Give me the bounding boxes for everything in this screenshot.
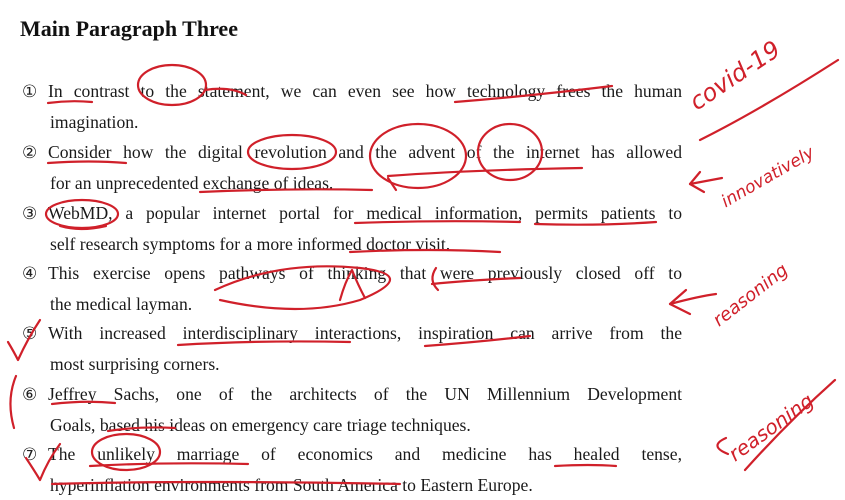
paragraph-line: Goals, based his ideas on emergency care… — [50, 415, 471, 435]
paragraph-line: the medical layman. — [50, 294, 193, 314]
paragraph-number: ④ — [22, 264, 38, 284]
annotation-covid: covid-19 — [684, 35, 786, 116]
paragraph-line: for an unprecedented exchange of ideas. — [50, 173, 334, 193]
paragraph-line: hyperinflation environments from South A… — [50, 475, 533, 495]
ink-bracket — [9, 374, 18, 430]
paragraph-line: In contrast to the statement, we can eve… — [48, 81, 682, 101]
paragraph-number: ⑦ — [22, 445, 38, 465]
annotation-reasoning: reasoning — [723, 388, 819, 466]
paragraph-number: ① — [22, 82, 38, 102]
paragraph-4: ④ This exercise opens pathways of thinkin… — [22, 258, 682, 319]
paragraph-line: most surprising corners. — [50, 354, 220, 374]
paragraph-line: The unlikely marriage of economics and m… — [48, 444, 682, 464]
ink-arrow — [688, 176, 724, 186]
paragraph-7: ⑦ The unlikely marriage of economics and … — [22, 439, 682, 500]
paragraph-6: ⑥ Jeffrey Sachs, one of the architects of… — [22, 379, 682, 440]
paragraph-number: ⑥ — [22, 385, 38, 405]
annotation-reasoning: reasoning — [709, 259, 793, 331]
paragraph-1: ① In contrast to the statement, we can ev… — [22, 76, 682, 137]
paragraph-2: ② Consider how the digital revolution and… — [22, 137, 682, 198]
paragraph-line: Jeffrey Sachs, one of the architects of … — [48, 384, 682, 404]
paragraph-number: ⑤ — [22, 324, 38, 344]
page-title: Main Paragraph Three — [20, 16, 238, 41]
paragraph-5: ⑤ With increased interdisciplinary intera… — [22, 318, 682, 379]
paragraph-line: WebMD, a popular internet portal for med… — [48, 203, 682, 223]
ink-arrow — [688, 170, 706, 194]
paragraph-line: imagination. — [50, 112, 139, 132]
paragraph-line: self research symptoms for a more inform… — [50, 234, 451, 254]
paragraph-line: With increased interdisciplinary interac… — [48, 323, 682, 343]
paragraph-number: ② — [22, 143, 38, 163]
paragraph-3: ③ WebMD, a popular internet portal for me… — [22, 198, 682, 259]
annotation-innovatively: innovatively — [718, 142, 818, 212]
paragraph-number: ③ — [22, 204, 38, 224]
paragraph-line: This exercise opens pathways of thinking… — [48, 263, 682, 283]
paragraph-line: Consider how the digital revolution and … — [48, 142, 682, 162]
